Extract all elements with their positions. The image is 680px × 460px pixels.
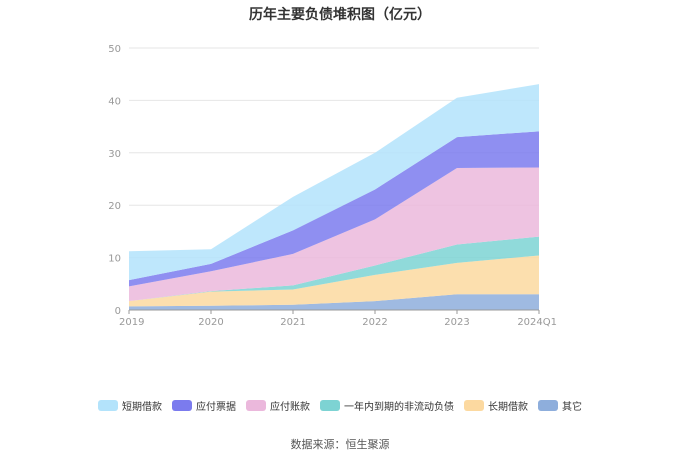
x-tick-label: 2022 [362, 317, 387, 328]
x-tick-label: 2024Q1 [517, 317, 557, 328]
y-tick-label: 20 [108, 201, 121, 212]
legend: 短期借款 应付票据 应付账款 一年内到期的非流动负债 长期借款 其它 [0, 398, 680, 413]
legend-swatch [320, 400, 340, 411]
legend-item[interactable]: 长期借款 [464, 398, 528, 413]
chart-title: 历年主要负债堆积图（亿元） [249, 7, 431, 23]
data-source: 数据来源：恒生聚源 [290, 438, 390, 451]
legend-item[interactable]: 应付票据 [172, 398, 236, 413]
legend-swatch [246, 400, 266, 411]
legend-label: 一年内到期的非流动负债 [344, 402, 454, 413]
legend-label: 短期借款 [122, 402, 162, 413]
legend-item[interactable]: 应付账款 [246, 398, 310, 413]
legend-label: 其它 [562, 402, 582, 413]
y-tick-label: 30 [108, 149, 121, 160]
legend-label: 应付票据 [196, 402, 236, 413]
legend-item[interactable]: 一年内到期的非流动负债 [320, 398, 454, 413]
x-tick-label: 2023 [444, 317, 469, 328]
x-tick-label: 2020 [198, 317, 223, 328]
area-series [129, 131, 539, 287]
x-tick-label: 2021 [280, 317, 305, 328]
area-series [129, 236, 539, 302]
area-series [129, 294, 539, 310]
y-tick-label: 10 [108, 254, 121, 265]
legend-item[interactable]: 短期借款 [98, 398, 162, 413]
legend-label: 应付账款 [270, 402, 310, 413]
legend-label: 长期借款 [488, 402, 528, 413]
legend-swatch [538, 400, 558, 411]
y-tick-label: 0 [115, 306, 121, 317]
x-tick-label: 2019 [119, 317, 144, 328]
area-series [129, 167, 539, 302]
legend-item[interactable]: 其它 [538, 398, 582, 413]
y-tick-label: 50 [108, 44, 121, 55]
legend-swatch [172, 400, 192, 411]
y-tick-label: 40 [108, 96, 121, 107]
legend-swatch [464, 400, 484, 411]
area-series [129, 84, 539, 281]
area-series [129, 255, 539, 307]
legend-swatch [98, 400, 118, 411]
